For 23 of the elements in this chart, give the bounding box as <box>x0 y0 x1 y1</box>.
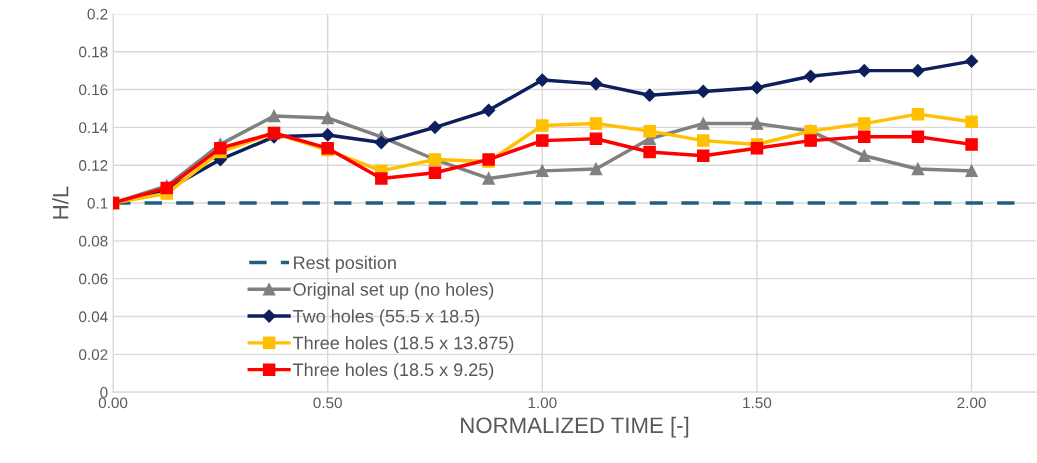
x-tick-label: 0.50 <box>313 397 342 409</box>
legend-label: Rest position <box>294 255 396 273</box>
y-tick-label: 0.08 <box>79 235 108 247</box>
legend-label: Two holes (55.5 x 18.5) <box>293 309 480 327</box>
x-tick-label: 0.00 <box>98 397 128 409</box>
y-tick-label: 0.18 <box>79 46 108 58</box>
y-tick-label: 0.1 <box>87 197 108 209</box>
legend-label: Original set up (no holes) <box>293 282 494 300</box>
y-tick-label: 0.16 <box>79 84 108 96</box>
legend-label: Three holes (18.5 x 13.875) <box>293 336 514 353</box>
x-tick-label: 2.00 <box>957 397 986 409</box>
y-tick-label: 0.2 <box>87 8 108 20</box>
x-tick-label: 1.50 <box>743 397 772 409</box>
y-axis-title: H/L <box>52 186 69 219</box>
y-tick-label: 0.02 <box>79 349 108 361</box>
x-tick-label: 1.00 <box>528 397 557 409</box>
legend-label: Three holes (18.5 x 9.25) <box>293 362 494 380</box>
y-tick-label: 0.14 <box>79 122 108 134</box>
y-tick-label: 0.04 <box>79 311 108 323</box>
y-tick-label: 0.06 <box>79 273 108 285</box>
x-axis-title: NORMALIZED TIME [-] <box>461 416 689 438</box>
y-tick-label: 0 <box>100 387 108 398</box>
y-tick-label: 0.12 <box>79 160 108 171</box>
